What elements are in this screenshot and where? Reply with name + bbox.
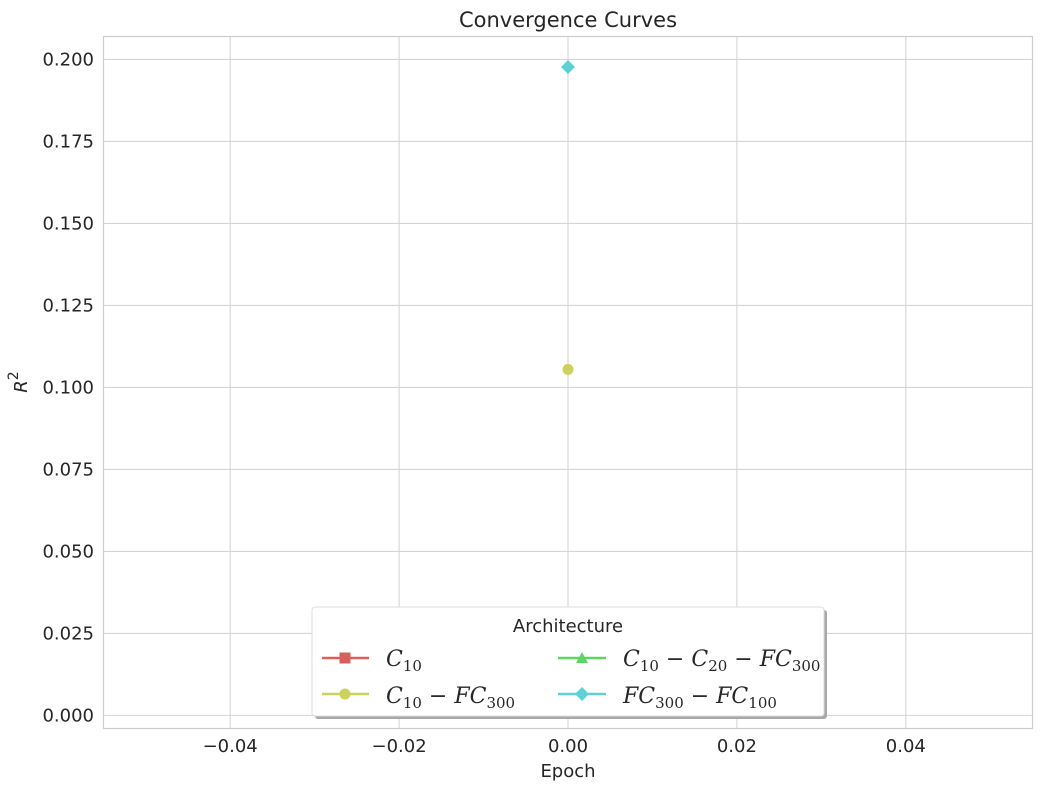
y-tick-label: 0.125 [42, 295, 94, 316]
y-tick-label: 0.000 [42, 705, 94, 726]
chart-title: Convergence Curves [459, 8, 677, 32]
y-tick-label: 0.050 [42, 541, 94, 562]
y-tick-label: 0.025 [42, 623, 94, 644]
y-tick-label: 0.100 [42, 377, 94, 398]
y-tick-label: 0.200 [42, 49, 94, 70]
data-point [561, 60, 575, 75]
data-points [561, 60, 575, 375]
legend-marker-c10-c20-fc300 [576, 652, 588, 663]
x-tick-label: 0.00 [548, 736, 588, 757]
x-tick-label: −0.02 [372, 736, 427, 757]
legend-title: Architecture [513, 616, 623, 637]
y-tick-label: 0.175 [42, 131, 94, 152]
y-tick-labels: 0.000 0.025 0.050 0.075 0.100 0.125 0.150 0.175… [42, 49, 94, 726]
x-tick-label: 0.02 [717, 736, 757, 757]
y-tick-label: 0.150 [42, 213, 94, 234]
y-axis-label: R2 [6, 371, 32, 392]
legend: Architecture C10 C10 − FC300 C10 − C20 −… [311, 606, 827, 719]
data-point [562, 363, 574, 375]
legend-marker-fc300-fc100 [575, 687, 589, 701]
x-tick-labels: −0.04 −0.02 0.00 0.02 0.04 [203, 736, 926, 757]
x-tick-label: −0.04 [203, 736, 258, 757]
legend-box [311, 606, 825, 717]
legend-label-fc300-fc100: FC300 − FC100 [622, 684, 777, 712]
legend-entry-fc300-fc100: FC300 − FC100 [558, 684, 777, 712]
y-tick-label: 0.075 [42, 459, 94, 480]
legend-marker-c10 [339, 652, 351, 664]
legend-marker-c10-fc300 [339, 688, 351, 700]
x-axis-label: Epoch [540, 761, 595, 782]
plot-frame [102, 35, 1034, 730]
x-tick-label: 0.04 [886, 736, 926, 757]
